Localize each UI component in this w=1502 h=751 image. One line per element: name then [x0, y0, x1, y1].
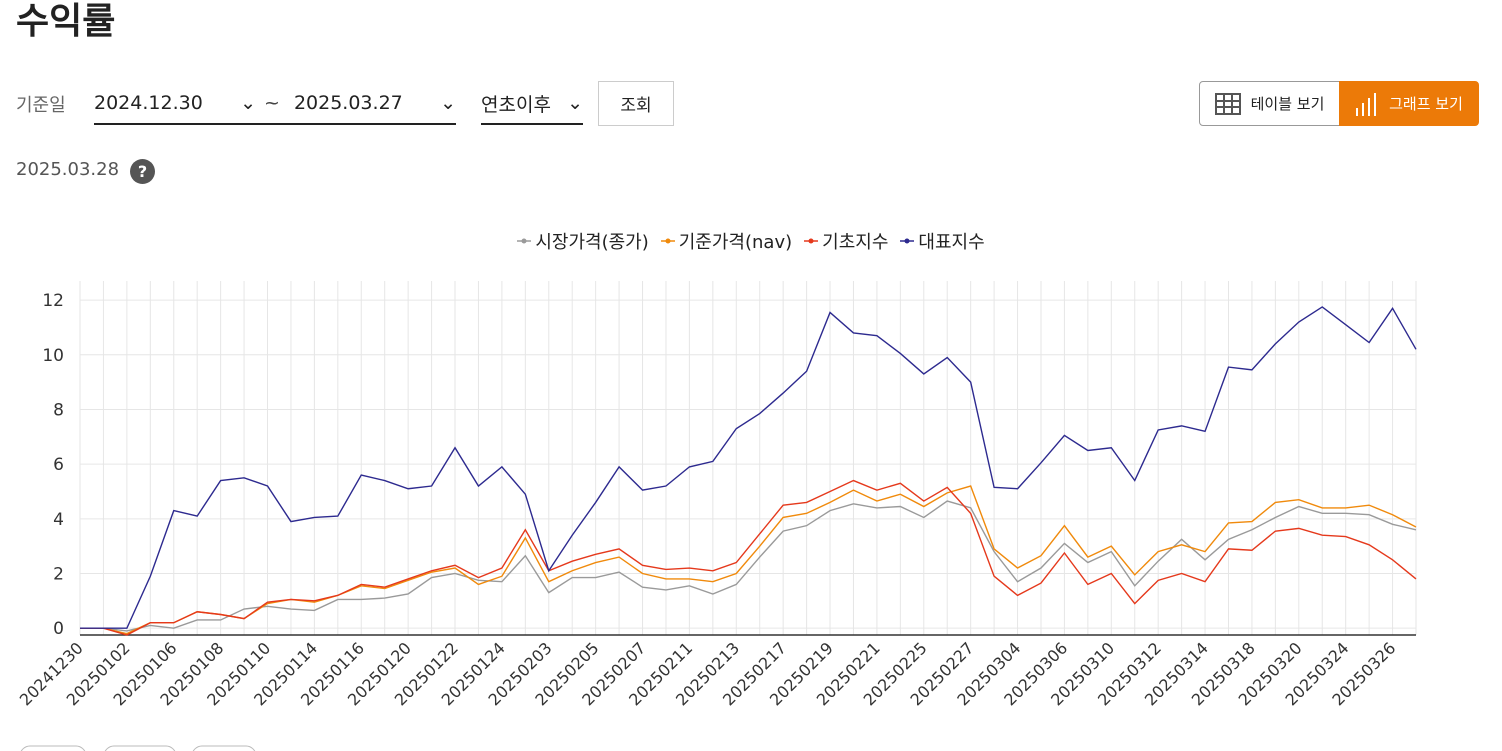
legend-marker — [900, 238, 915, 244]
date-label: 기준일 — [16, 95, 66, 116]
legend-item[interactable]: 기준가격(nav) — [660, 228, 793, 254]
legend: 시장가격(종가) 기준가격(nav) 기초지수 대표지수 — [0, 228, 1502, 254]
date-range: 2024.12.30 ⌄ ~ 2025.03.27 ⌄ — [94, 83, 456, 125]
graph-view-label: 그래프 보기 — [1389, 95, 1463, 113]
legend-dot — [521, 238, 527, 244]
help-icon[interactable]: ? — [130, 159, 155, 184]
chevron: ⌄ — [440, 92, 456, 114]
y-tick-label: 12 — [42, 291, 64, 311]
y-tick-label: 8 — [53, 400, 64, 420]
page-title: 수익률 — [16, 1, 116, 42]
table-view-button[interactable]: 테이블 보기 — [1199, 81, 1340, 126]
legend-item[interactable]: 대표지수 — [900, 228, 985, 254]
y-tick-label: 6 — [53, 455, 64, 475]
period-select[interactable]: 연초이후 ⌄ — [481, 83, 583, 125]
legend-dot — [665, 238, 671, 244]
legend-dot — [808, 238, 814, 244]
bottom-button — [104, 745, 176, 751]
legend-item[interactable]: 기초지수 — [804, 228, 888, 254]
y-tick-label: 4 — [53, 510, 64, 530]
graph-icon — [1356, 92, 1377, 116]
tilde: ~ — [264, 92, 280, 114]
bottom-button — [20, 745, 86, 751]
legend-label: 기준가격(nav) — [678, 232, 793, 253]
series-line — [80, 485, 1417, 635]
table-view-label: 테이블 보기 — [1250, 95, 1325, 113]
legend-dot — [904, 238, 910, 244]
search-button[interactable]: 조회 — [598, 81, 674, 126]
legend-item[interactable]: 시장가격(종가) — [517, 228, 649, 254]
series-line — [80, 306, 1417, 629]
y-tick-label: 0 — [53, 619, 64, 639]
table-icon — [1214, 92, 1241, 115]
legend-marker — [804, 238, 819, 244]
bottom-button — [192, 745, 256, 751]
series-line — [80, 500, 1417, 632]
series-line — [80, 479, 1417, 636]
period: 연초이후 — [481, 93, 551, 116]
chevron: ⌄ — [240, 92, 257, 114]
y-tick-label: 2 — [53, 564, 64, 584]
legend-label: 시장가격(종가) — [535, 232, 649, 253]
legend-label: 대표지수 — [918, 232, 985, 253]
chevron: ⌄ — [567, 92, 583, 114]
graph-view-button[interactable]: 그래프 보기 — [1339, 81, 1479, 126]
end-date[interactable]: 2025.03.27 — [293, 92, 403, 114]
start-date[interactable]: 2024.12.30 — [94, 92, 203, 114]
legend-marker — [517, 238, 532, 244]
legend-label: 기초지수 — [822, 232, 889, 253]
legend-marker — [660, 238, 675, 244]
y-tick-label: 10 — [42, 346, 64, 366]
as-of-date: 2025.03.28 — [16, 159, 120, 180]
